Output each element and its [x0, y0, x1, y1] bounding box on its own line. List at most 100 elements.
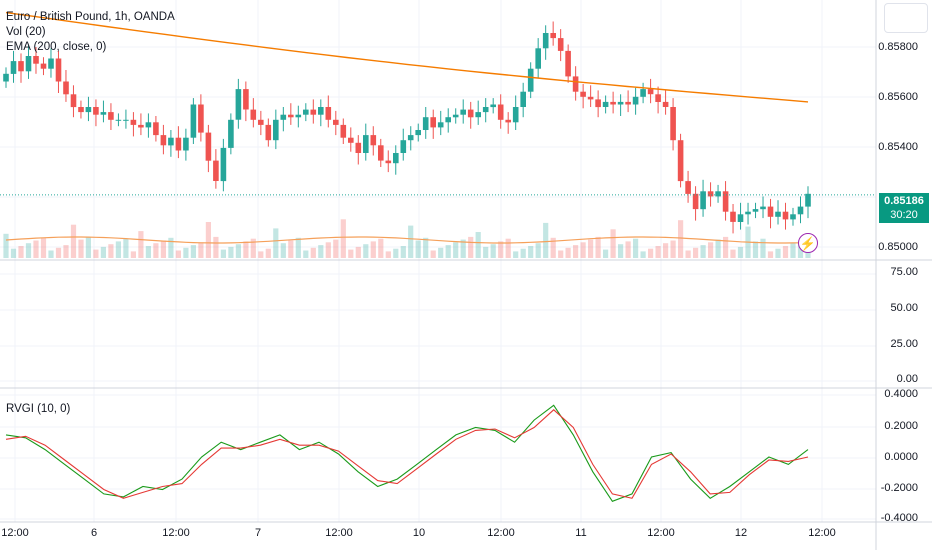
volume-bar [355, 246, 361, 258]
volume-bar [190, 245, 196, 258]
symbol-title[interactable]: Euro / British Pound, 1h, OANDA [6, 11, 175, 23]
rvgi-tick: -0.4000 [880, 512, 918, 524]
candle-body [303, 109, 309, 115]
symbol-legend[interactable]: Euro / British Pound, 1h, OANDA Vol (20)… [6, 10, 175, 55]
rvgi-series-line [5, 404, 809, 502]
volume-bar [108, 244, 114, 258]
volume-bar [130, 251, 136, 258]
candle-body [205, 132, 212, 161]
candle-body [617, 101, 624, 105]
candle-body [40, 63, 47, 69]
rvgi-label[interactable]: RVGI (10, 0) [6, 403, 71, 415]
rvgi-tick: -0.2000 [880, 482, 918, 494]
candle-body [632, 96, 639, 105]
volume-bar [370, 241, 376, 258]
candle-body [183, 137, 189, 151]
candle-body [512, 107, 519, 123]
candle-body [228, 119, 234, 148]
volume-bar [303, 250, 309, 258]
panel2-tick: 25.00 [890, 338, 918, 350]
volume-bar [678, 220, 684, 258]
candle-body [198, 104, 204, 133]
volume-bar [603, 249, 609, 258]
candle-body [760, 206, 766, 210]
volume-bar [408, 225, 414, 258]
candle-body [393, 153, 399, 164]
volume-bar [415, 240, 421, 258]
price-tick: 0.85000 [878, 241, 918, 253]
candle-body [25, 56, 32, 72]
time-tick: 12:00 [808, 527, 836, 539]
volume-bar [693, 247, 699, 258]
volume-bar [782, 246, 789, 258]
volume-bar [573, 245, 579, 258]
candle-body [707, 191, 714, 197]
volume-bar [655, 246, 661, 258]
candle-body [33, 56, 39, 64]
volume-bar [483, 246, 489, 258]
bar-countdown: 30:20 [890, 209, 918, 221]
volume-bar [175, 250, 181, 258]
price-tick: 0.85600 [878, 91, 918, 103]
volume-bar [318, 245, 324, 258]
candle-body [250, 109, 257, 120]
candle-body [520, 91, 526, 107]
candle-body [55, 58, 62, 82]
volume-bar [610, 229, 616, 258]
candle-body [168, 137, 174, 146]
volume-bar [737, 246, 744, 258]
candle-body [78, 107, 84, 113]
candle-body [325, 107, 332, 120]
volume-bar [648, 248, 654, 258]
rvgi-legend[interactable]: RVGI (10, 0) [6, 402, 70, 417]
volume-bar [198, 242, 204, 258]
volume-bar [265, 248, 271, 258]
volume-bar [708, 242, 714, 258]
candle-body [220, 147, 227, 182]
candle-body [400, 140, 407, 153]
candle-body [153, 122, 159, 136]
volume-bar [213, 236, 219, 258]
price-tick: 0.85800 [878, 41, 918, 53]
volume-bar [228, 246, 234, 258]
candle-body [123, 119, 129, 121]
candle-body [138, 124, 144, 128]
volume-bar [85, 236, 91, 258]
ema-legend[interactable]: EMA (200, close, 0) [6, 41, 107, 53]
volume-bar [138, 231, 144, 258]
candle-body [130, 119, 137, 125]
candle-body [145, 122, 152, 128]
chart-settings-button[interactable] [884, 3, 928, 33]
volume-bar [438, 247, 444, 258]
volume-bar [123, 238, 129, 258]
rvgi-tick: 0.2000 [884, 420, 918, 432]
last-price-badge: 0.85186 30:20 [879, 193, 929, 223]
volume-legend[interactable]: Vol (20) [6, 26, 46, 38]
volume-bar [340, 219, 346, 258]
candle-body [730, 211, 736, 222]
candle-body [175, 137, 182, 151]
candle-body [752, 209, 759, 212]
candle-body [243, 89, 249, 110]
volume-bar [475, 232, 481, 258]
rvgi-tick: 0.4000 [884, 388, 918, 400]
volume-bar [528, 246, 534, 258]
candle-body [745, 211, 751, 215]
volume-bar [258, 251, 264, 258]
lightning-icon[interactable]: ⚡ [798, 233, 818, 253]
candle-body [662, 101, 669, 107]
rvgi-series-line [5, 409, 809, 499]
candle-body [190, 104, 197, 138]
candle-body [70, 94, 77, 108]
volume-bar [640, 251, 646, 258]
candle-body [18, 61, 24, 72]
candle-body [505, 119, 511, 123]
candle-body [587, 96, 594, 100]
volume-bar [430, 250, 436, 258]
volume-bar [543, 222, 549, 258]
panel2-tick: 75.00 [890, 266, 918, 278]
candle-body [333, 119, 339, 125]
candle-body [625, 101, 631, 105]
volume-bar [40, 237, 47, 258]
